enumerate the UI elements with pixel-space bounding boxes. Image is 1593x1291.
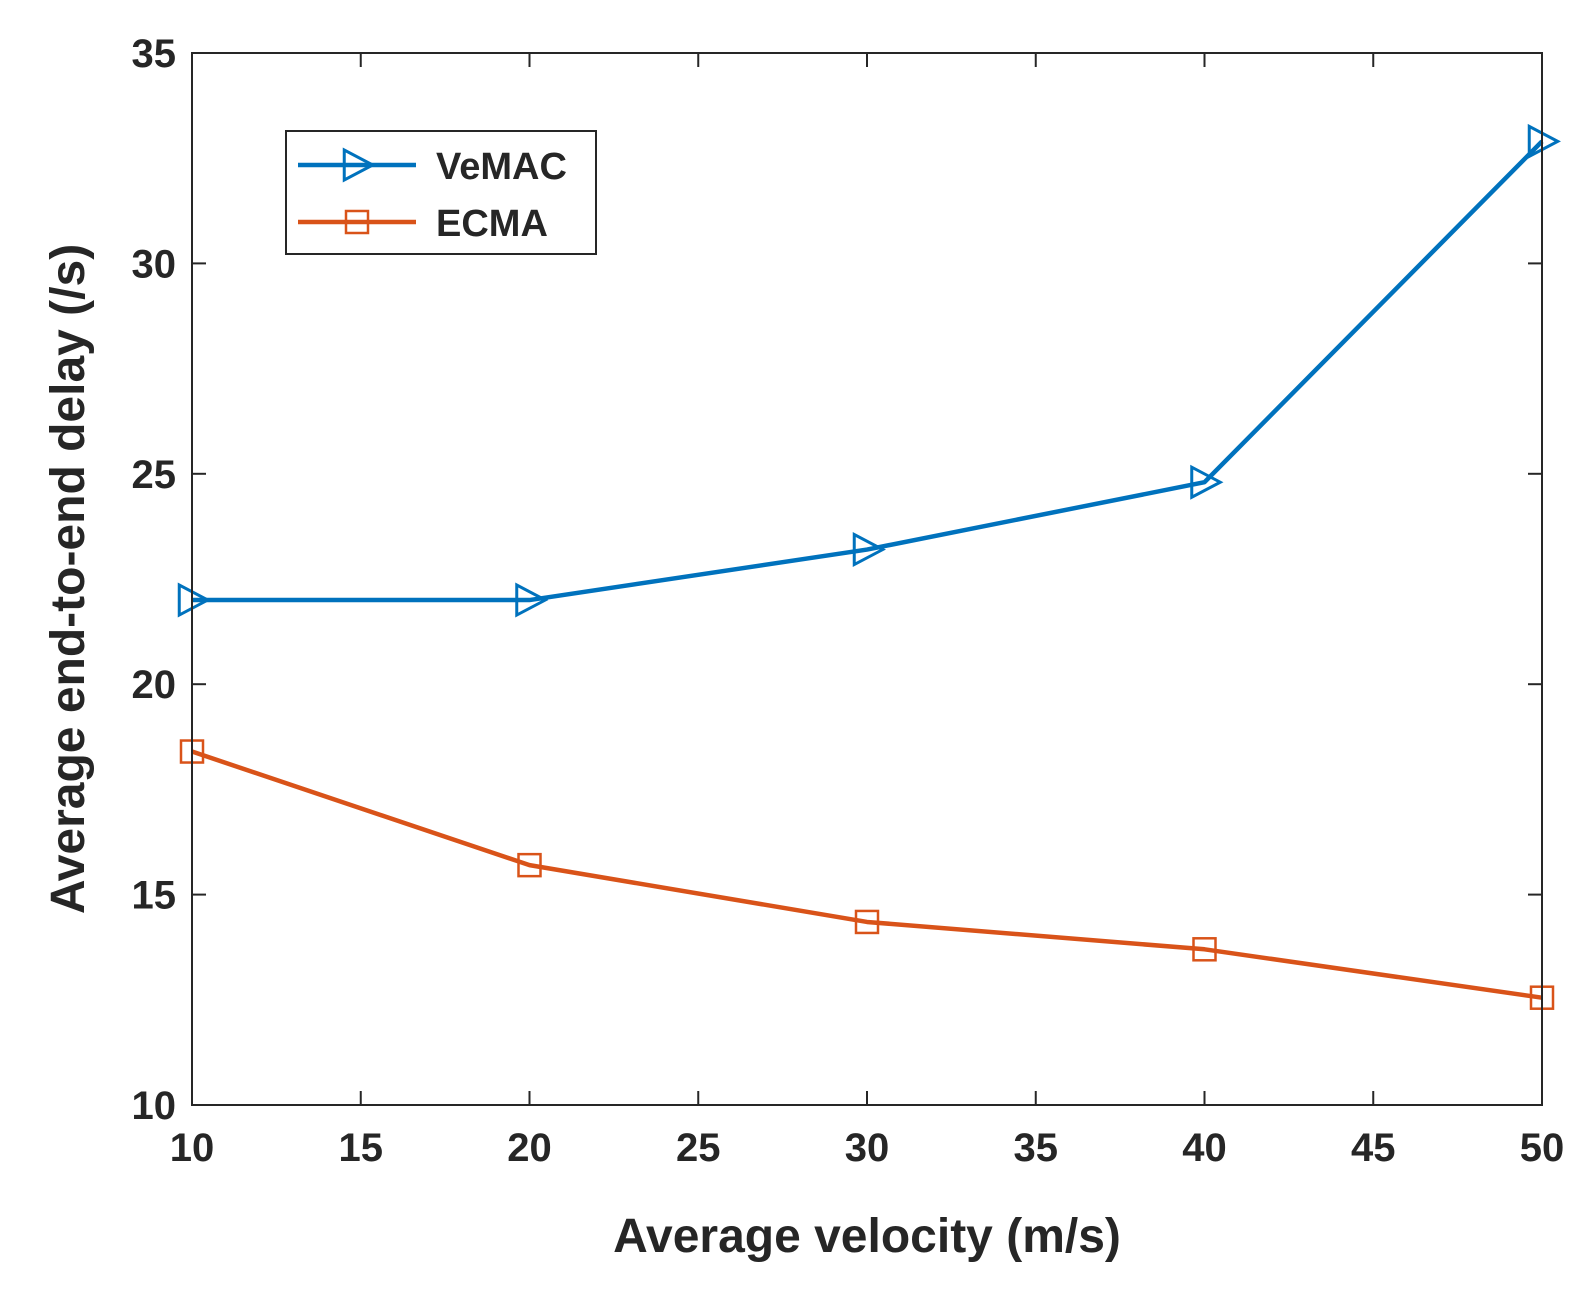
series-vemac — [177, 123, 1561, 618]
data-point-ecma — [1192, 937, 1217, 962]
data-point-vemac — [852, 532, 886, 568]
y-tick-label: 20 — [132, 663, 177, 707]
legend: VeMAC ECMA — [285, 130, 597, 255]
x-tick-label: 45 — [1351, 1126, 1396, 1170]
y-tick-label: 15 — [132, 874, 177, 918]
x-tick-label: 25 — [676, 1126, 721, 1170]
data-point-vemac — [1527, 123, 1561, 159]
x-tick-label: 15 — [339, 1126, 384, 1170]
y-axis-title: Average end-to-end delay (/s) — [42, 244, 95, 914]
data-point-ecma — [854, 909, 880, 935]
y-tick-label: 35 — [132, 32, 177, 76]
legend-marker — [342, 147, 376, 183]
legend-label: VeMAC — [436, 146, 567, 188]
y-tick-label: 10 — [132, 1084, 177, 1128]
data-point-vemac — [515, 582, 549, 618]
data-point-vemac — [1190, 464, 1224, 500]
x-tick-label: 40 — [1182, 1126, 1227, 1170]
legend-label: ECMA — [436, 203, 548, 245]
series-ecma — [179, 739, 1555, 1010]
series-line-ecma — [191, 749, 1543, 1000]
legend-marker — [344, 209, 370, 235]
x-tick-label: 10 — [170, 1126, 215, 1170]
x-tick-label: 50 — [1520, 1126, 1565, 1170]
x-axis-ticks: 10 15 20 25 30 35 40 45 50 — [170, 53, 1565, 1170]
data-point-vemac — [177, 582, 211, 618]
series-line-vemac — [192, 139, 1544, 603]
legend-box — [285, 130, 597, 255]
legend-entry-ecma: ECMA — [298, 203, 548, 245]
x-tick-label: 30 — [845, 1126, 890, 1170]
y-tick-label: 30 — [132, 242, 177, 286]
data-point-ecma — [517, 852, 542, 878]
x-tick-label: 20 — [507, 1126, 552, 1170]
series-layer — [177, 123, 1561, 1010]
axes-box — [191, 52, 1543, 1106]
x-tick-label: 35 — [1014, 1126, 1059, 1170]
legend-entry-vemac: VeMAC — [298, 146, 567, 188]
x-axis-title: Average velocity (m/s) — [613, 1210, 1121, 1263]
y-tick-label: 25 — [132, 453, 177, 497]
